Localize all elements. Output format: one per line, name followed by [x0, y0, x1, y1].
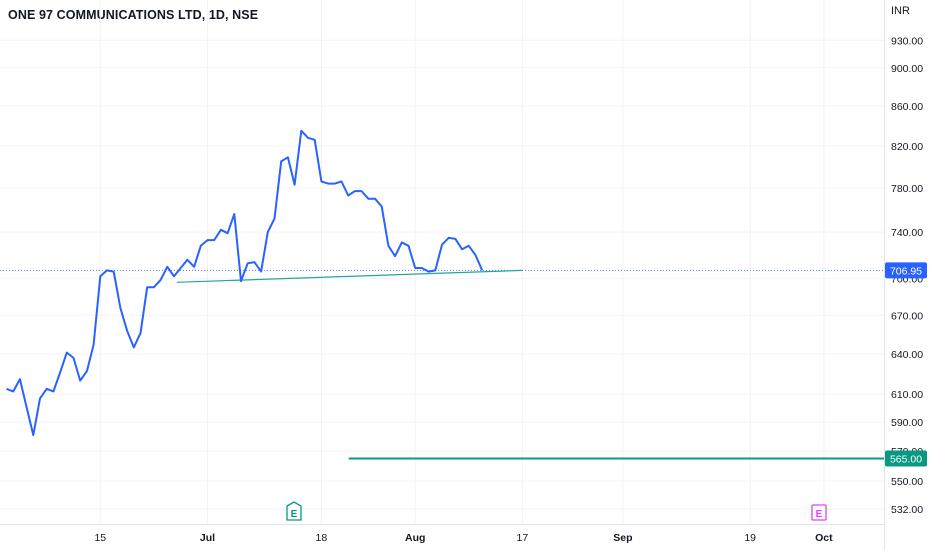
x-tick-label: 17: [517, 532, 529, 544]
price-line-series: [6, 129, 484, 437]
currency-label: INR: [891, 5, 910, 17]
y-tick-label: 532.00: [891, 504, 923, 516]
y-tick-label: 900.00: [891, 63, 923, 75]
y-tick-label: 860.00: [891, 101, 923, 113]
x-tick-label: 18: [316, 532, 328, 544]
earnings-marker-early: [286, 501, 302, 521]
earnings-marker-late: [811, 504, 827, 521]
x-tick-label: Jul: [200, 532, 215, 544]
y-tick-label: 740.00: [891, 227, 923, 239]
target-price-tag-bg: [885, 450, 927, 467]
y-tick-label: 780.00: [891, 183, 923, 195]
y-tick-label: 610.00: [891, 389, 923, 401]
y-tick-label: 670.00: [891, 310, 923, 322]
chart-title: ONE 97 COMMUNICATIONS LTD, 1D, NSE: [8, 8, 259, 22]
x-tick-label: Sep: [613, 532, 632, 544]
x-tick-label: Aug: [405, 532, 425, 544]
earnings-marker-label: E: [291, 509, 298, 520]
y-tick-label: 820.00: [891, 141, 923, 153]
x-tick-label: 15: [94, 532, 106, 544]
current-price-tag: 706.95: [890, 265, 922, 277]
y-tick-label: 590.00: [891, 417, 923, 429]
y-tick-label: 640.00: [891, 349, 923, 361]
earnings-marker-label: E: [816, 509, 823, 520]
y-tick-label: 930.00: [891, 35, 923, 47]
x-tick-label: 19: [744, 532, 756, 544]
support-trendline: [176, 269, 523, 283]
x-tick-label: Oct: [815, 532, 833, 544]
target-price-tag: 565.00: [890, 454, 922, 466]
y-tick-label: 550.00: [891, 476, 923, 488]
current-price-tag-bg: [885, 262, 927, 279]
